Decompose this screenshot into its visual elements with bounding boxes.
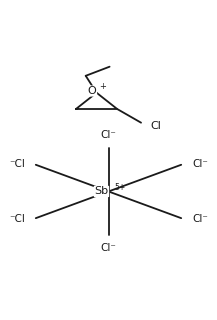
- Text: O: O: [88, 86, 97, 96]
- Text: Cl⁻: Cl⁻: [100, 131, 117, 140]
- Text: +: +: [99, 82, 106, 91]
- Text: Cl⁻: Cl⁻: [192, 214, 208, 224]
- Text: ⁻Cl: ⁻Cl: [9, 214, 25, 224]
- Text: Sb: Sb: [94, 187, 108, 196]
- Text: Cl: Cl: [151, 121, 162, 132]
- Text: Cl⁻: Cl⁻: [100, 243, 117, 253]
- Text: ⁻Cl: ⁻Cl: [9, 159, 25, 169]
- Text: 5+: 5+: [115, 183, 126, 192]
- Text: Cl⁻: Cl⁻: [192, 159, 208, 169]
